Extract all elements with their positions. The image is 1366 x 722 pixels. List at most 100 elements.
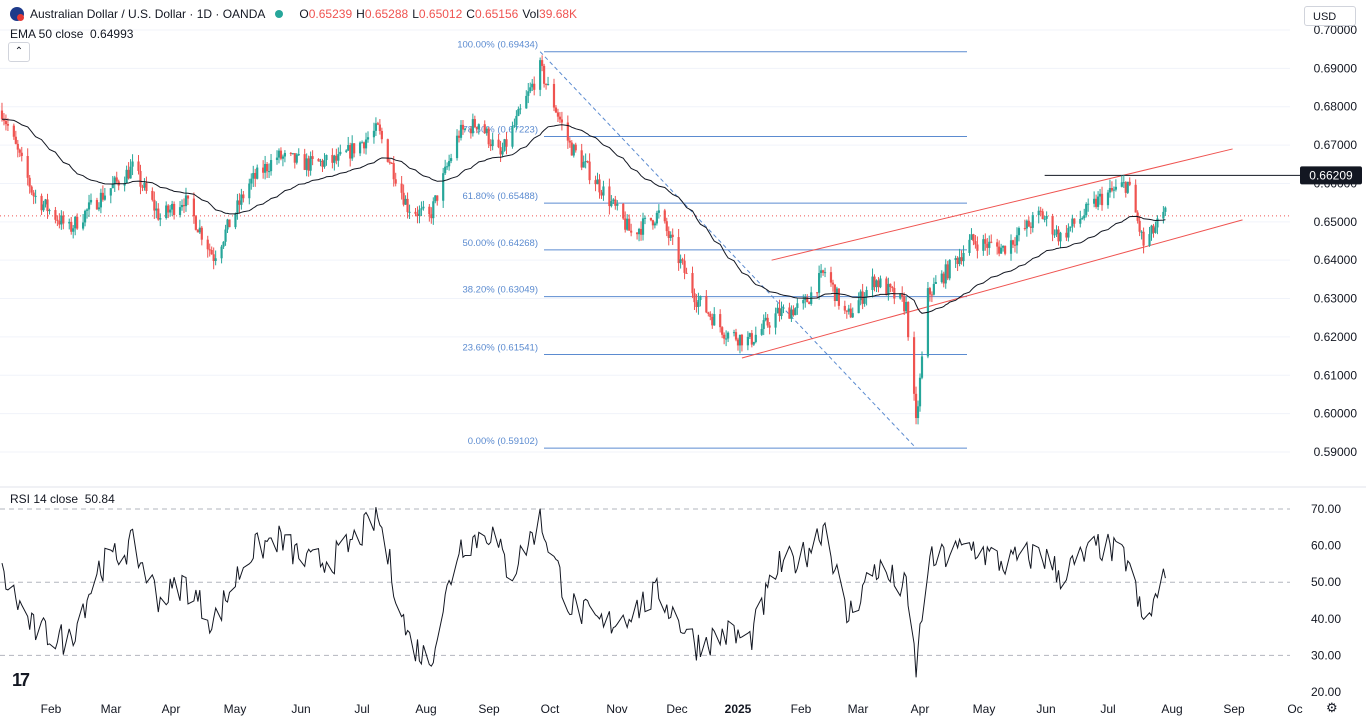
candle xyxy=(442,167,445,208)
candle xyxy=(14,130,17,145)
candle-body xyxy=(932,283,935,295)
candle-body xyxy=(653,223,656,226)
candle xyxy=(212,247,215,270)
time-tick-label: Jun xyxy=(291,702,310,716)
candle-body xyxy=(600,192,603,196)
candle-body xyxy=(72,228,75,232)
candle xyxy=(139,164,142,195)
rsi-label: RSI 14 close xyxy=(10,492,79,506)
candle-body xyxy=(471,119,474,134)
symbol-title[interactable]: Australian Dollar / U.S. Dollar · 1D · O… xyxy=(30,7,266,21)
candle-body xyxy=(1083,215,1086,219)
candle-body xyxy=(400,183,403,193)
candle xyxy=(885,276,888,296)
candle-body xyxy=(362,142,366,149)
candle-body xyxy=(42,204,45,211)
candle xyxy=(487,127,490,148)
candle xyxy=(30,185,33,196)
candle xyxy=(681,257,684,265)
candle-body xyxy=(279,150,283,159)
candle-body xyxy=(339,151,342,155)
candle-body xyxy=(748,333,751,337)
candle xyxy=(0,102,4,122)
candle xyxy=(362,141,366,154)
candle-body xyxy=(264,163,267,173)
candle-body xyxy=(1015,235,1019,246)
candle-body xyxy=(499,147,502,155)
candle xyxy=(485,126,488,136)
candle-body xyxy=(214,258,217,262)
candle xyxy=(408,204,411,219)
candle xyxy=(208,243,211,257)
candle xyxy=(376,121,379,126)
time-tick-label: Oct xyxy=(541,702,560,716)
candle xyxy=(738,334,742,354)
candle xyxy=(544,83,548,90)
candle xyxy=(16,139,19,158)
candle-body xyxy=(794,308,797,316)
rsi-legend[interactable]: RSI 14 close 50.84 xyxy=(10,492,115,506)
candle xyxy=(236,193,239,220)
candle-body xyxy=(998,246,1001,254)
candle xyxy=(572,143,575,158)
candle-body xyxy=(968,239,971,253)
candle-body xyxy=(988,241,991,248)
candle-body xyxy=(48,210,51,212)
currency-select[interactable]: USD xyxy=(1304,6,1356,26)
candle-body xyxy=(657,210,660,213)
candle-body xyxy=(87,202,91,210)
candle xyxy=(141,184,144,192)
candle-body xyxy=(226,219,229,230)
candle xyxy=(707,311,710,317)
candle-body xyxy=(1081,218,1084,220)
candle xyxy=(539,57,542,97)
collapse-legend-button[interactable]: ⌃ xyxy=(8,42,30,62)
candle-body xyxy=(442,173,445,201)
candle-body xyxy=(337,154,340,161)
candle-body xyxy=(616,203,619,206)
candle-body xyxy=(1000,247,1003,254)
candle xyxy=(574,142,577,153)
candle-body xyxy=(501,150,504,155)
ema-legend[interactable]: EMA 50 close 0.64993 xyxy=(10,27,133,41)
price-tick-label: 0.60000 xyxy=(1314,407,1358,421)
candle xyxy=(774,307,777,335)
candle xyxy=(1041,208,1044,220)
candle-body xyxy=(541,60,544,66)
candle xyxy=(527,82,530,104)
candle-body xyxy=(948,259,951,279)
candle-body xyxy=(1023,228,1026,230)
candle xyxy=(264,155,267,180)
tradingview-logo-text: 17 xyxy=(12,670,30,690)
candle xyxy=(1071,214,1074,233)
candle-body xyxy=(903,296,906,312)
candle xyxy=(266,161,269,178)
candle xyxy=(283,150,287,163)
candle xyxy=(196,229,199,233)
candle-body xyxy=(649,217,653,221)
candle-body xyxy=(580,150,583,168)
candle xyxy=(914,386,918,425)
time-tick-label: Jul xyxy=(354,702,369,716)
candle xyxy=(746,331,749,351)
candle-body xyxy=(487,128,490,145)
candle xyxy=(469,126,472,139)
candle xyxy=(143,178,146,191)
candle-body xyxy=(942,273,945,284)
low-value: 0.65012 xyxy=(418,7,463,21)
candle-body xyxy=(143,182,146,188)
currency-value: USD xyxy=(1313,11,1337,23)
candle-body xyxy=(734,332,738,340)
candle xyxy=(279,147,283,161)
candle-body xyxy=(719,314,722,328)
candle-body xyxy=(695,302,698,307)
candle-body xyxy=(651,220,655,226)
candle xyxy=(843,300,846,315)
candle xyxy=(262,160,265,179)
tradingview-logo[interactable]: 17 xyxy=(12,670,30,691)
gear-icon[interactable]: ⚙ xyxy=(1326,700,1338,715)
candle-body xyxy=(277,150,281,158)
candle xyxy=(586,160,589,164)
candle xyxy=(1029,222,1032,235)
